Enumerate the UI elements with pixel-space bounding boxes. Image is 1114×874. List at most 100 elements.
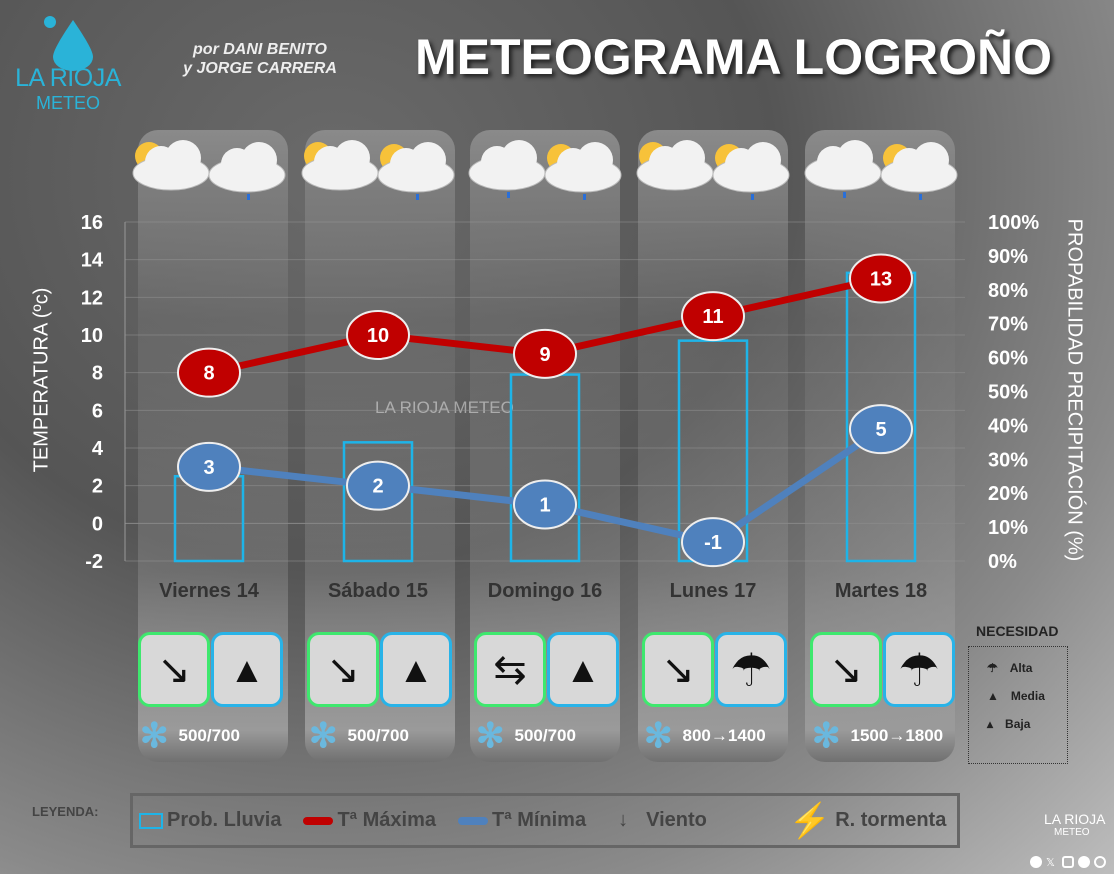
min-temp-point [177,441,241,492]
byline: por DANI BENITO y JORGE CARRERA [183,41,337,77]
social-links: 𝕏 [1030,856,1106,869]
umbrella-icon: ☂ [730,643,772,696]
sun-cloud-icon [132,140,210,191]
data-label: 1 [539,495,550,517]
y-tick-label: 6 [92,400,103,422]
min-temp-point [346,460,410,511]
facebook-icon[interactable] [1030,856,1042,868]
umbrella-icon: ▲ [398,648,434,690]
y-tick-label: 2 [92,476,103,498]
sun-cloud-rain-icon [880,142,958,200]
legend-item: ↓ Viento [618,809,707,831]
y-tick-label: 8 [92,363,103,385]
y2-axis-label: PROPABILIDAD PRECIPITACIÓN (%) [1063,218,1086,562]
data-label: 8 [203,363,214,385]
y-tick-label: 0 [92,513,103,535]
umbrella-icon: ▲ [565,648,601,690]
snowflake-icon: ✻ [140,717,169,755]
snowflake-icon: ✻ [476,717,505,755]
necesidad-legend: ☂ Alta ▲ Media ▴ Baja [968,646,1068,764]
umbrella-box: ▲ [211,632,283,707]
whatsapp-icon[interactable] [1094,856,1106,868]
umbrella-box: ☂ [715,632,787,707]
y2-tick-label: 80% [988,280,1028,302]
wind-direction-icon: ↘ [661,647,695,692]
raindrop-logo-icon [44,16,93,71]
snow-level: ✻ 1500→1800 [812,717,944,755]
y-tick-label: -2 [85,551,103,573]
snowflake-icon: ✻ [812,717,841,755]
legend-item: Tª Máxima [303,809,436,832]
necesidad-title: NECESIDAD [976,623,1059,639]
max-temp-point [346,310,410,360]
data-label: 11 [702,306,723,328]
wind-box: ⇆ [474,632,546,707]
umbrella-icon: ☂ [898,643,940,696]
y2-tick-label: 90% [988,246,1028,268]
sun-cloud-rain-icon [712,142,790,200]
legend: Prob. Lluvia Tª Máxima Tª Mínima ↓ Viento… [130,793,960,848]
legend-item: Tª Mínima [458,809,586,832]
y2-tick-label: 70% [988,314,1028,336]
y-axis-label: TEMPERATURA (ºc) [30,287,53,473]
max-temp-point [681,291,745,342]
day-label: Lunes 17 [669,580,757,602]
y2-tick-label: 10% [988,517,1028,539]
sun-cloud-icon [301,140,379,191]
data-label: 13 [870,269,892,291]
page-title: METEOGRAMA LOGROÑO [415,29,1053,85]
sun-cloud-rain-icon [544,142,622,200]
cloud-rain-icon [468,140,546,198]
data-label: 10 [367,325,389,347]
min-temp-point [681,517,745,568]
wind-direction-icon: ↘ [326,647,360,692]
watermark: LA RIOJA METEO [375,398,514,417]
telegram-icon[interactable] [1078,856,1090,868]
umbrella-thin-icon: ▴ [987,717,994,731]
wind-direction-icon: ↘ [157,647,191,692]
x-icon[interactable]: 𝕏 [1046,857,1055,869]
y2-tick-label: 0% [988,551,1017,573]
data-label: 5 [875,419,886,441]
wind-box: ↘ [138,632,210,707]
wind-box: ↘ [810,632,882,707]
bar-swatch-icon [139,812,163,829]
snow-level: ✻ 500/700 [476,717,576,755]
max-temp-point [513,328,577,379]
y2-tick-label: 20% [988,483,1028,505]
y-tick-label: 14 [81,250,104,272]
umbrella-box: ☂ [883,632,955,707]
min-temp-point [849,404,913,455]
day-label: Domingo 16 [487,580,603,602]
y-tick-label: 4 [92,438,104,460]
umbrella-box: ▲ [380,632,452,707]
footer-logo: LA RIOJA METEO [1044,811,1106,838]
y-tick-label: 16 [81,212,103,234]
data-label: 9 [539,344,550,366]
min-temp-point [513,479,577,530]
y2-tick-label: 40% [988,415,1028,437]
wind-direction-icon: ↘ [829,647,863,692]
cloud-rain-icon [208,142,286,200]
sun-cloud-rain-icon [377,142,455,200]
line-swatch-icon [458,816,489,825]
umbrella-closed-icon: ▲ [987,689,999,703]
wind-box: ↘ [307,632,379,707]
snowflake-icon: ✻ [644,717,673,755]
day-label: Martes 18 [834,580,928,602]
legend-item: Prob. Lluvia [139,809,281,832]
logo: LA RIOJA METEO [8,12,128,114]
umbrella-box: ▲ [547,632,619,707]
wind-direction-icon: ⇆ [493,647,527,692]
rain-prob-bar [509,373,581,563]
rain-prob-bar [342,441,414,563]
max-temp-point [849,253,913,304]
y-tick-label: 12 [81,287,103,309]
lightning-icon: ⚡ [788,801,832,840]
umbrella-icon: ▲ [229,648,265,690]
instagram-icon[interactable] [1062,856,1074,868]
snow-level: ✻ 500/700 [140,717,240,755]
snowflake-icon: ✻ [309,717,338,755]
y2-tick-label: 100% [988,212,1039,234]
